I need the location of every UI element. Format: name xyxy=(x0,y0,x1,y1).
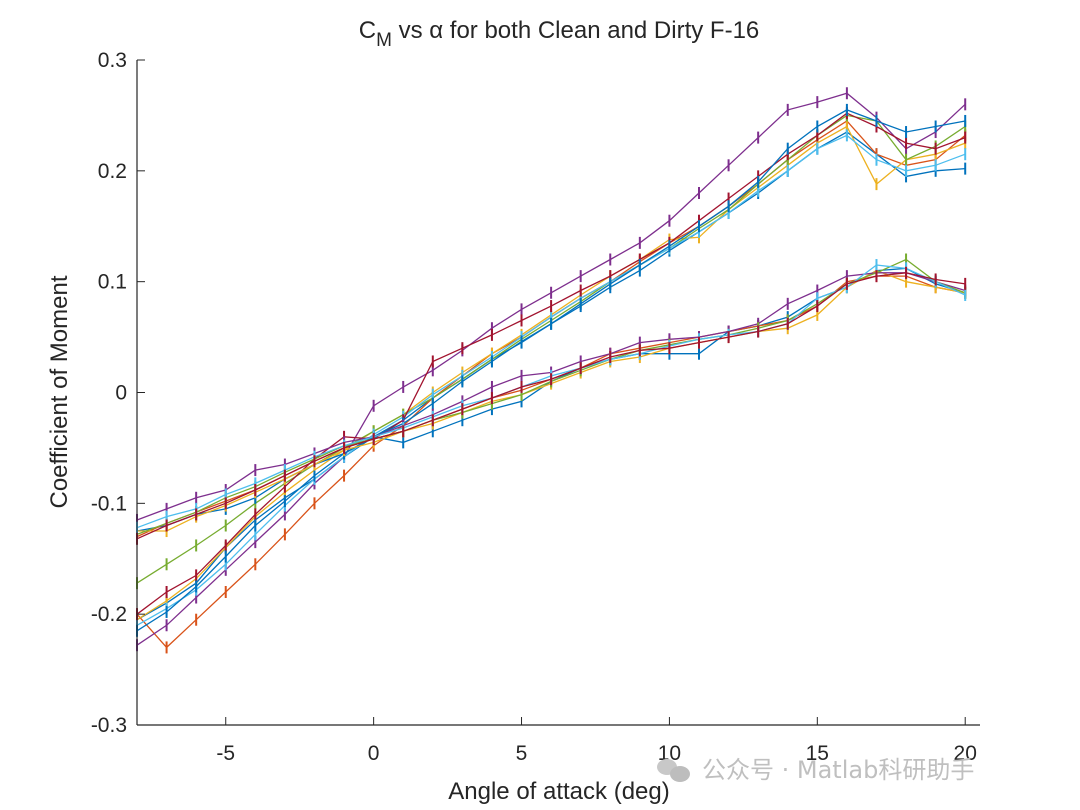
x-tick-label: -5 xyxy=(216,742,235,765)
x-tick-label: 0 xyxy=(368,742,380,765)
title-suffix: vs α for both Clean and Dirty F-16 xyxy=(392,17,759,44)
y-axis-label: Coefficient of Moment xyxy=(46,275,73,508)
plot-series xyxy=(136,87,967,654)
x-tick-label: 10 xyxy=(658,742,681,765)
y-tick-label: -0.3 xyxy=(91,714,127,737)
x-tick-label: 20 xyxy=(954,742,977,765)
y-tick-label: 0.3 xyxy=(98,49,127,72)
x-tick-label: 5 xyxy=(516,742,528,765)
watermark-text: 公众号 · Matlab科研助手 xyxy=(702,756,974,784)
y-tick-label: 0 xyxy=(115,382,127,405)
y-tick-label: 0.2 xyxy=(98,160,127,183)
y-tick-label: -0.2 xyxy=(91,603,127,626)
chart-title: CM vs α for both Clean and Dirty F-16 xyxy=(359,17,760,51)
title-prefix: C xyxy=(359,17,376,44)
watermark: 公众号 · Matlab科研助手 xyxy=(657,756,974,784)
y-ticks: -0.3 -0.2 -0.1 0 0.1 0.2 0.3 xyxy=(91,49,145,737)
x-tick-label: 15 xyxy=(806,742,829,765)
axes: -5 0 5 10 15 20 -0.3 -0.2 -0.1 0 0.1 0.2 0.3 xyxy=(91,49,980,765)
title-subscript: M xyxy=(376,30,392,51)
y-tick-label: -0.1 xyxy=(91,492,127,515)
series-15 xyxy=(136,266,967,545)
x-ticks: -5 0 5 10 15 20 xyxy=(216,717,977,765)
x-axis-label: Angle of attack (deg) xyxy=(448,778,669,805)
wechat-icon xyxy=(657,759,690,782)
y-tick-label: 0.1 xyxy=(98,271,127,294)
